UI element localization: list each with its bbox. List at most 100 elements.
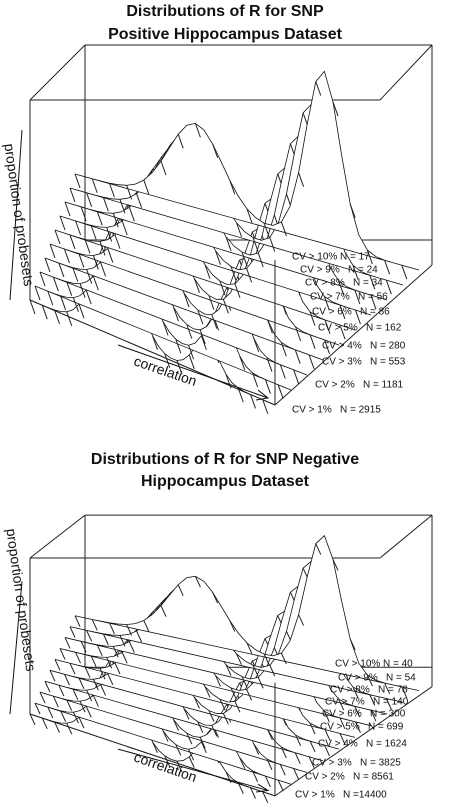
surface-mesh bbox=[73, 689, 78, 700]
surface-mesh bbox=[367, 675, 372, 686]
surface-mesh bbox=[178, 585, 183, 596]
surface-mesh bbox=[310, 741, 315, 752]
cv-label: CV > 8% bbox=[330, 685, 370, 696]
surface-mesh bbox=[270, 665, 275, 676]
surface-mesh bbox=[230, 621, 235, 632]
surface-mesh bbox=[92, 179, 97, 193]
surface-mesh bbox=[127, 625, 132, 636]
x-axis-label: correlation bbox=[132, 749, 199, 785]
surface-mesh bbox=[65, 638, 70, 649]
surface-mesh bbox=[240, 758, 245, 769]
surface-mesh bbox=[100, 668, 105, 679]
box-edge bbox=[275, 265, 432, 405]
surface-mesh bbox=[340, 733, 345, 744]
surface-mesh bbox=[385, 683, 390, 694]
n-label: N = 280 bbox=[370, 341, 406, 352]
surface-mesh bbox=[55, 659, 60, 670]
surface-mesh bbox=[281, 222, 286, 236]
surface-mesh bbox=[67, 700, 72, 711]
surface-mesh bbox=[45, 681, 50, 692]
y-axis-label: proportion of probesets bbox=[3, 527, 39, 672]
surface-mesh bbox=[367, 250, 372, 264]
surface-mesh bbox=[108, 249, 113, 263]
surface-mesh bbox=[178, 134, 183, 148]
surface-slice bbox=[40, 638, 307, 772]
cv-label: CV > 2% bbox=[305, 772, 345, 783]
surface-mesh bbox=[165, 354, 170, 368]
surface-mesh bbox=[87, 270, 92, 284]
surface-mesh bbox=[247, 689, 252, 700]
surface-slice bbox=[40, 203, 307, 375]
surface-mesh bbox=[92, 619, 97, 630]
surface-mesh bbox=[59, 685, 64, 696]
surface-mesh bbox=[294, 768, 299, 779]
surface-mesh bbox=[40, 692, 45, 703]
surface-mesh bbox=[195, 123, 200, 137]
n-label: N = 78 bbox=[378, 685, 408, 696]
n-label: N = 56 bbox=[358, 292, 388, 303]
surface-mesh bbox=[201, 336, 206, 350]
surface-mesh bbox=[85, 239, 90, 253]
box-edge bbox=[380, 515, 432, 558]
surface-mesh bbox=[79, 678, 84, 689]
surface-mesh bbox=[70, 188, 75, 202]
surface-mesh bbox=[115, 235, 120, 249]
surface-mesh bbox=[220, 699, 225, 710]
surface-mesh bbox=[101, 262, 106, 276]
surface-mesh bbox=[53, 696, 58, 707]
surface-mesh bbox=[60, 648, 65, 659]
surface-mesh bbox=[230, 180, 235, 194]
surface-mesh bbox=[61, 711, 66, 722]
n-label: N =14400 bbox=[343, 790, 387, 801]
surface-mesh bbox=[198, 310, 203, 324]
surface-mesh bbox=[325, 320, 330, 334]
surface-slice bbox=[35, 216, 291, 390]
surface-mesh bbox=[310, 723, 315, 734]
surface-mesh bbox=[253, 238, 258, 252]
surface-mesh bbox=[209, 296, 214, 310]
surface-mesh bbox=[100, 241, 105, 255]
surface-mesh bbox=[226, 665, 231, 676]
surface-slice bbox=[30, 229, 275, 405]
surface-mesh bbox=[247, 268, 252, 282]
cv-label: CV > 7% bbox=[325, 697, 365, 708]
surface-mesh bbox=[247, 209, 252, 223]
surface-mesh bbox=[263, 400, 268, 414]
n-label: N = 17 bbox=[340, 252, 370, 263]
surface-mesh bbox=[189, 749, 194, 760]
surface-mesh bbox=[333, 559, 338, 570]
surface-mesh bbox=[73, 298, 78, 312]
surface-mesh bbox=[48, 291, 53, 305]
surface-mesh bbox=[299, 173, 304, 187]
surface-mesh bbox=[87, 690, 92, 701]
plot-box bbox=[10, 515, 432, 803]
surface-mesh bbox=[212, 315, 217, 329]
surface-mesh bbox=[258, 253, 263, 267]
surface-mesh bbox=[324, 711, 329, 722]
surface-mesh bbox=[281, 747, 286, 758]
surface-mesh bbox=[340, 325, 345, 339]
cv-label: CV > 10% bbox=[335, 659, 380, 670]
surface-mesh bbox=[189, 355, 194, 369]
panel: Distributions of R for SNP Positive Hippo… bbox=[1, 3, 432, 416]
surface-mesh bbox=[75, 616, 80, 627]
surface-mesh bbox=[76, 652, 81, 663]
surface-mesh bbox=[137, 194, 142, 208]
surface-mesh bbox=[242, 677, 247, 688]
surface-mesh bbox=[67, 312, 72, 326]
surface-mesh bbox=[184, 709, 189, 720]
n-label: N = 40 bbox=[383, 659, 413, 670]
surface-mesh bbox=[235, 701, 240, 712]
surface-mesh bbox=[238, 783, 243, 794]
surface-mesh bbox=[65, 202, 70, 216]
surface-mesh bbox=[267, 319, 272, 333]
surface-mesh bbox=[113, 646, 118, 657]
surface-mesh bbox=[198, 722, 203, 733]
surface-mesh bbox=[316, 544, 321, 555]
surface-slice bbox=[35, 648, 291, 784]
surface-slice bbox=[30, 658, 275, 796]
surface-mesh bbox=[109, 183, 114, 197]
axis-arrow bbox=[10, 581, 22, 714]
